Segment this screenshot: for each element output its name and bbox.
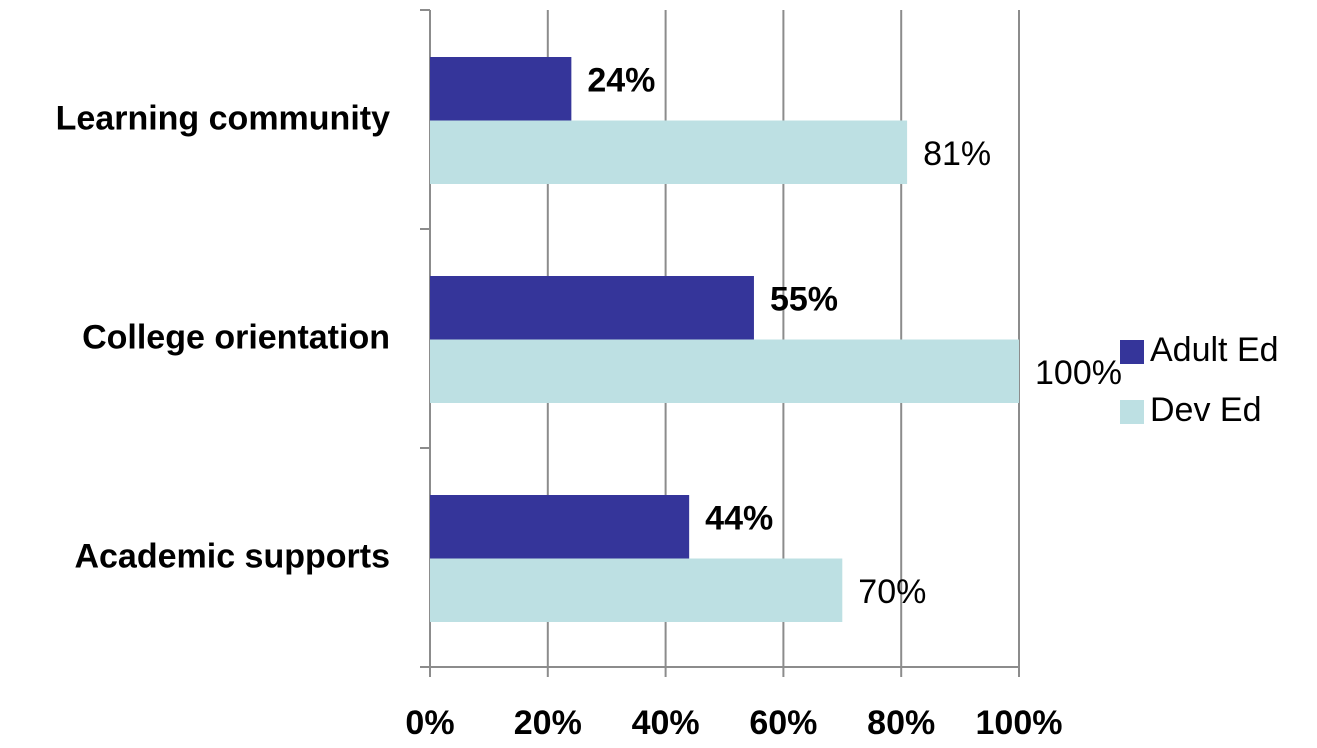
x-tick-label: 40%: [632, 704, 700, 742]
bar: [430, 276, 754, 340]
x-tick-label: 100%: [976, 704, 1063, 742]
legend-label: Dev Ed: [1150, 391, 1262, 429]
legend-swatch: [1120, 400, 1144, 424]
y-tick-label: Learning community: [56, 99, 390, 137]
x-tick-label: 60%: [749, 704, 817, 742]
y-tick-label: College orientation: [82, 318, 390, 356]
value-label: 100%: [1035, 354, 1122, 392]
x-tick-label: 80%: [867, 704, 935, 742]
x-tick-label: 0%: [405, 704, 454, 742]
value-label: 44%: [705, 500, 773, 538]
value-label: 24%: [587, 62, 655, 100]
value-label: 55%: [770, 281, 838, 319]
bar: [430, 339, 1019, 403]
y-tick-label: Academic supports: [74, 537, 390, 575]
bar: [430, 558, 843, 622]
x-tick-label: 20%: [514, 704, 582, 742]
value-label: 70%: [858, 573, 926, 611]
bar: [430, 495, 690, 559]
legend-swatch: [1120, 340, 1144, 364]
bar: [430, 57, 572, 121]
value-label: 81%: [923, 135, 991, 173]
legend-label: Adult Ed: [1150, 331, 1279, 369]
bar: [430, 120, 908, 184]
